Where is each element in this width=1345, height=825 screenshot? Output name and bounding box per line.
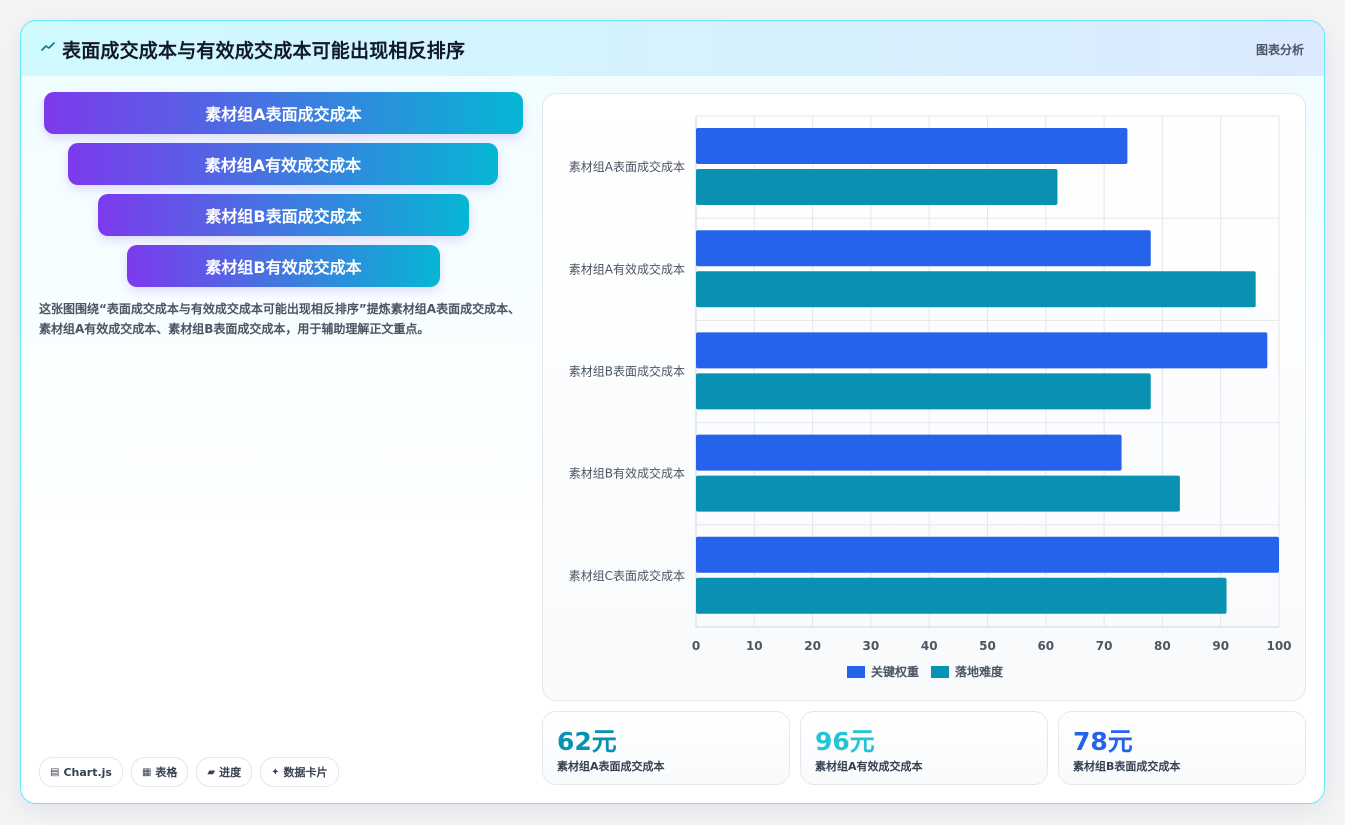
bar <box>696 271 1256 308</box>
bar <box>696 577 1227 614</box>
legend-label: 落地难度 <box>955 664 1004 679</box>
x-tick-label: 100 <box>1266 639 1291 653</box>
x-tick-label: 20 <box>804 639 821 653</box>
stat-label: 素材组A表面成交成本 <box>557 760 665 773</box>
y-tick-label: 素材组B表面成交成本 <box>569 364 685 379</box>
header-tag: 图表分析 <box>1255 43 1304 57</box>
legend-swatch <box>847 666 865 678</box>
bar <box>696 332 1268 369</box>
x-tick-label: 70 <box>1096 639 1113 653</box>
y-tick-label: 素材组C表面成交成本 <box>569 568 685 583</box>
stat-card: 62元 素材组A表面成交成本 <box>542 711 790 785</box>
chip-progress[interactable]: ▰ 进度 <box>196 757 253 787</box>
chip-label: Chart.js <box>63 765 112 779</box>
bar <box>696 230 1151 267</box>
chip-label: 表格 <box>155 766 178 779</box>
table-icon: ▦ <box>141 766 152 778</box>
stat-card: 78元 素材组B表面成交成本 <box>1058 711 1306 785</box>
x-tick-label: 0 <box>692 639 700 653</box>
chart-icon: ▤ <box>50 766 60 778</box>
chart-panel: 素材组A表面成交成本 素材组A有效成交成本 素材组B表面成交成本 素材组B有效成交成本… <box>542 93 1306 701</box>
x-tick-label: 60 <box>1037 639 1054 653</box>
chip-data-card[interactable]: ✦ 数据卡片 <box>260 757 339 787</box>
stat-label: 素材组A有效成交成本 <box>815 760 923 773</box>
legend-label: 关键权重 <box>871 664 919 679</box>
stat-card: 96元 素材组A有效成交成本 <box>800 711 1048 785</box>
bar-chart: 素材组A表面成交成本素材组A有效成交成本素材组B表面成交成本素材组B有效成交成本… <box>569 115 1292 679</box>
y-tick-label: 素材组B有效成交成本 <box>569 466 685 481</box>
y-tick-label: 素材组A有效成交成本 <box>569 261 685 276</box>
funnel-step: 素材组A表面成交成本 <box>44 92 523 134</box>
funnel-step: 素材组B有效成交成本 <box>127 245 440 287</box>
page-title: 表面成交成本与有效成交成本可能出现相反排序 <box>62 40 466 62</box>
chip-table[interactable]: ▦ 表格 <box>130 757 189 787</box>
x-tick-label: 30 <box>863 639 880 653</box>
bar <box>696 434 1122 471</box>
chart-description: 这张图围绕“表面成交成本与有效成交成本可能出现相反排序”提炼素材组A表面成交成本… <box>39 302 521 336</box>
feature-chips: ▤ Chart.js ▦ 表格 ▰ 进度 ✦ 数据卡片 <box>39 757 339 787</box>
stat-value: 78元 <box>1073 727 1133 756</box>
stat-value: 96元 <box>815 727 875 756</box>
chip-label: 进度 <box>219 766 242 779</box>
x-tick-label: 80 <box>1154 639 1171 653</box>
chip-label: 数据卡片 <box>283 766 328 779</box>
bar <box>696 128 1128 164</box>
sparkle-icon: ✦ <box>271 766 280 778</box>
stat-value: 62元 <box>557 727 617 756</box>
chart-card: 表面成交成本与有效成交成本可能出现相反排序 图表分析 素材组A表面成交成本 素材… <box>20 20 1325 804</box>
trend-icon <box>41 42 55 51</box>
bar <box>696 536 1279 573</box>
x-tick-label: 40 <box>921 639 938 653</box>
card-header: 表面成交成本与有效成交成本可能出现相反排序 图表分析 <box>21 21 1324 76</box>
x-tick-label: 10 <box>746 639 763 653</box>
bar <box>696 475 1180 512</box>
legend-swatch <box>931 666 949 678</box>
progress-icon: ▰ <box>207 766 216 778</box>
funnel-step: 素材组A有效成交成本 <box>68 143 498 185</box>
stat-label: 素材组B表面成交成本 <box>1073 760 1181 773</box>
funnel-step: 素材组B表面成交成本 <box>98 194 469 236</box>
chip-chartjs[interactable]: ▤ Chart.js <box>39 757 123 787</box>
bar <box>696 373 1151 410</box>
bar <box>696 169 1058 205</box>
x-tick-label: 50 <box>979 639 996 653</box>
x-tick-label: 90 <box>1212 639 1229 653</box>
y-tick-label: 素材组A表面成交成本 <box>569 159 685 174</box>
